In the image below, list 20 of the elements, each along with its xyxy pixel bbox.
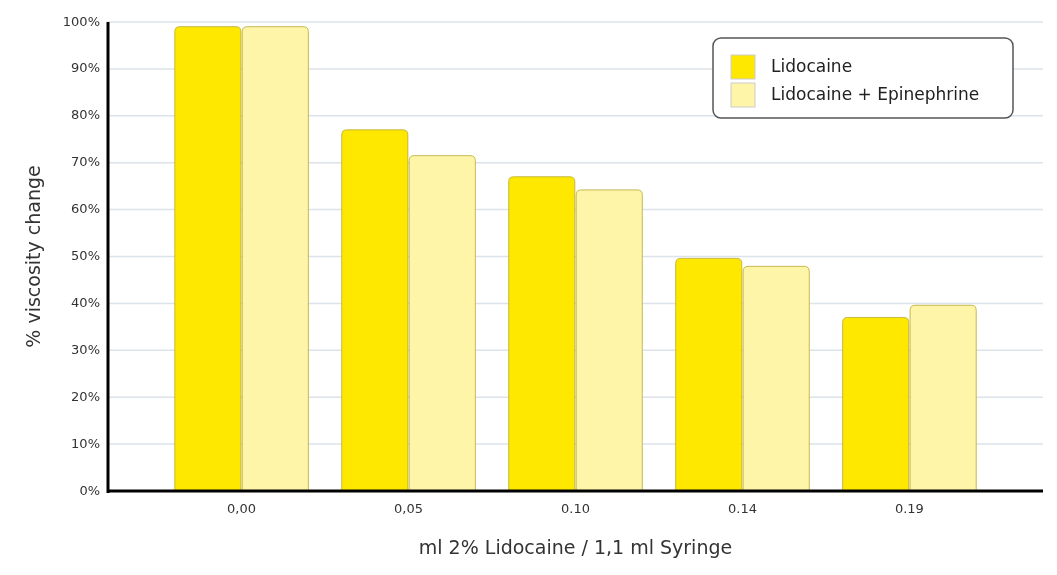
- y-tick-label: 30%: [71, 341, 100, 357]
- x-tick-label: 0,05: [394, 501, 424, 516]
- y-tick-label: 70%: [71, 154, 100, 170]
- y-tick-label: 90%: [71, 60, 100, 76]
- y-axis-title: % viscosity change: [22, 165, 44, 348]
- x-tick-label: 0.14: [727, 501, 757, 516]
- x-tick-label: 0.19: [894, 501, 924, 516]
- y-tick-label: 10%: [71, 435, 100, 451]
- legend-label: Lidocaine + Epinephrine: [771, 84, 980, 104]
- y-tick-label: 0%: [79, 482, 100, 498]
- legend-label: Lidocaine: [771, 56, 853, 76]
- y-tick-label: 50%: [71, 248, 100, 263]
- x-tick-label: 0.10: [561, 501, 590, 516]
- y-tick-label: 60%: [71, 201, 100, 217]
- x-tick-label: 0,00: [227, 501, 257, 516]
- y-tick-label: 40%: [71, 294, 100, 310]
- y-tick-label: 80%: [71, 107, 100, 123]
- y-tick-label: 100%: [62, 13, 100, 29]
- y-tick-label: 20%: [71, 388, 100, 404]
- x-axis-title: ml 2% Lidocaine / 1,1 ml Syringe: [418, 536, 733, 558]
